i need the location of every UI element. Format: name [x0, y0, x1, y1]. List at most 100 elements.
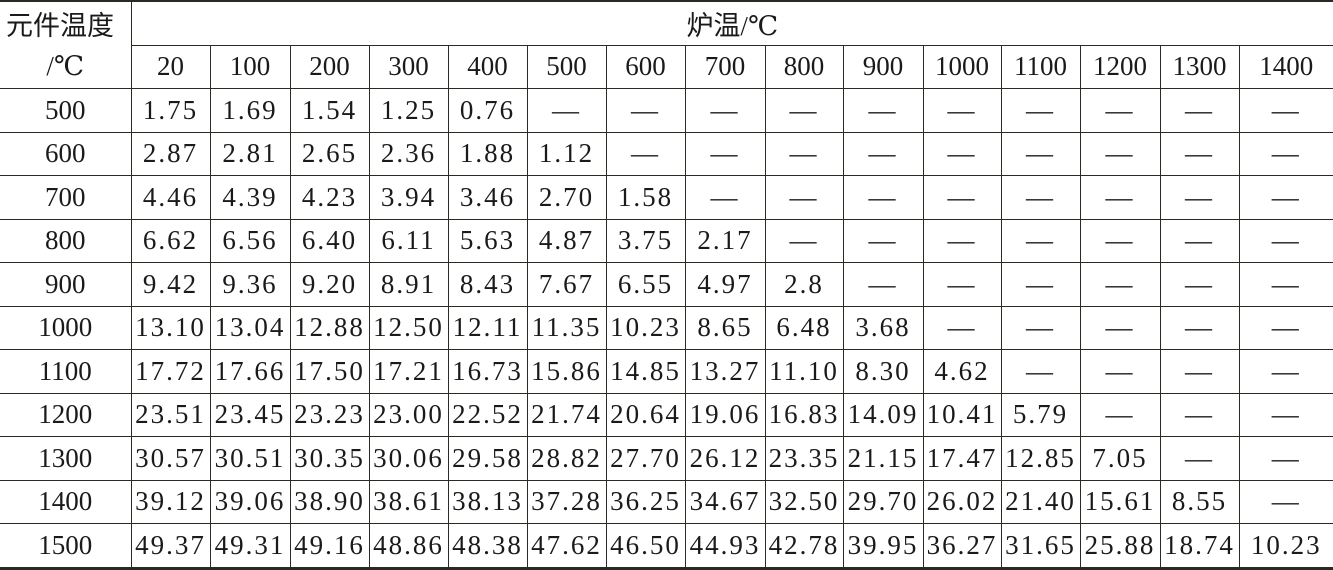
table-cell: 23.23: [289, 392, 370, 437]
column-header: 20: [130, 44, 211, 89]
table-cell: 16.73: [447, 349, 528, 394]
table-cell: 16.83: [764, 392, 844, 437]
table-cell: 1.54: [289, 88, 370, 133]
header-row-group: 元件温度 炉温/℃: [0, 0, 1333, 46]
row-label: 1200: [0, 392, 132, 437]
table-cell: 14.85: [605, 349, 686, 394]
table-cell: 48.86: [368, 523, 449, 570]
table-cell: 34.67: [684, 479, 766, 524]
table-cell: —: [526, 88, 607, 133]
table-cell: 15.61: [1079, 479, 1161, 524]
table-cell: 23.45: [209, 392, 291, 437]
table-cell: 27.70: [605, 436, 686, 481]
table-cell: —: [1079, 305, 1161, 350]
table-cell: 23.51: [130, 392, 211, 437]
row-header-title: 元件温度: [0, 0, 132, 45]
table-cell: 2.36: [368, 131, 449, 176]
table-cell: —: [1000, 175, 1081, 220]
table-cell: —: [922, 131, 1002, 176]
table-cell: 26.02: [922, 479, 1002, 524]
table-cell: —: [764, 88, 844, 133]
table-cell: 1.69: [209, 88, 291, 133]
table-cell: —: [1079, 218, 1161, 263]
table-cell: 15.86: [526, 349, 607, 394]
column-header: 500: [526, 44, 607, 89]
table-cell: —: [764, 131, 844, 176]
table-cell: —: [1079, 392, 1161, 437]
column-header: 1000: [922, 44, 1002, 89]
table-cell: 2.81: [209, 131, 291, 176]
table-cell: —: [842, 262, 924, 307]
table-cell: —: [764, 175, 844, 220]
table-cell: 13.04: [209, 305, 291, 350]
table-cell: —: [922, 305, 1002, 350]
table-row: 1000 13.10 13.04 12.88 12.50 12.11 11.35 10.23 8…: [0, 305, 1333, 350]
table-cell: 2.17: [684, 218, 766, 263]
row-label: 500: [0, 88, 132, 133]
table-cell: 1.88: [447, 131, 528, 176]
table-cell: —: [1238, 175, 1333, 220]
table-cell: —: [842, 218, 924, 263]
column-header: 1100: [1000, 44, 1081, 89]
table-cell: 36.27: [922, 523, 1002, 570]
table-cell: 39.06: [209, 479, 291, 524]
table-cell: 6.62: [130, 218, 211, 263]
table-cell: —: [1159, 392, 1240, 437]
table-cell: 8.43: [447, 262, 528, 307]
table-row: 1100 17.72 17.66 17.50 17.21 16.73 15.86 14.85 1…: [0, 349, 1333, 394]
table-cell: 21.40: [1000, 479, 1081, 524]
table-cell: 31.65: [1000, 523, 1081, 570]
table-cell: —: [1079, 349, 1161, 394]
table-cell: 26.12: [684, 436, 766, 481]
table-cell: 42.78: [764, 523, 844, 570]
table-cell: —: [1238, 479, 1333, 524]
table-cell: 38.61: [368, 479, 449, 524]
table-cell: 4.23: [289, 175, 370, 220]
table-cell: 9.42: [130, 262, 211, 307]
table-cell: —: [922, 262, 1002, 307]
table-cell: 17.66: [209, 349, 291, 394]
table-cell: 10.23: [1238, 523, 1333, 570]
table-cell: 20.64: [605, 392, 686, 437]
table-cell: 11.10: [764, 349, 844, 394]
table-cell: 49.16: [289, 523, 370, 570]
table-cell: 13.10: [130, 305, 211, 350]
table-cell: —: [1159, 175, 1240, 220]
table-cell: 19.06: [684, 392, 766, 437]
table-cell: —: [684, 131, 766, 176]
table-cell: —: [922, 218, 1002, 263]
table-cell: 12.85: [1000, 436, 1081, 481]
table-cell: 6.56: [209, 218, 291, 263]
table-cell: 1.75: [130, 88, 211, 133]
column-header: 100: [209, 44, 291, 89]
table-cell: 23.35: [764, 436, 844, 481]
table-cell: 25.88: [1079, 523, 1161, 570]
table-cell: 23.00: [368, 392, 449, 437]
table-cell: —: [1159, 131, 1240, 176]
table-cell: 29.58: [447, 436, 528, 481]
table-cell: —: [1238, 392, 1333, 437]
table-cell: 36.25: [605, 479, 686, 524]
row-label: 1400: [0, 479, 132, 524]
table-cell: 38.13: [447, 479, 528, 524]
group-header: 炉温/℃: [130, 0, 1333, 46]
table-cell: —: [922, 88, 1002, 133]
table-cell: —: [1079, 131, 1161, 176]
table-cell: —: [922, 175, 1002, 220]
table-cell: —: [1238, 305, 1333, 350]
table-cell: 4.87: [526, 218, 607, 263]
table-cell: —: [1238, 436, 1333, 481]
row-label: 1500: [0, 523, 132, 570]
row-label: 1100: [0, 349, 132, 394]
column-header: 900: [842, 44, 924, 89]
table-cell: 32.50: [764, 479, 844, 524]
table-cell: 48.38: [447, 523, 528, 570]
table-cell: —: [1238, 349, 1333, 394]
table-cell: 2.65: [289, 131, 370, 176]
table-cell: 29.70: [842, 479, 924, 524]
table-cell: 1.12: [526, 131, 607, 176]
table-cell: 49.31: [209, 523, 291, 570]
table-cell: 17.21: [368, 349, 449, 394]
table-cell: 30.51: [209, 436, 291, 481]
